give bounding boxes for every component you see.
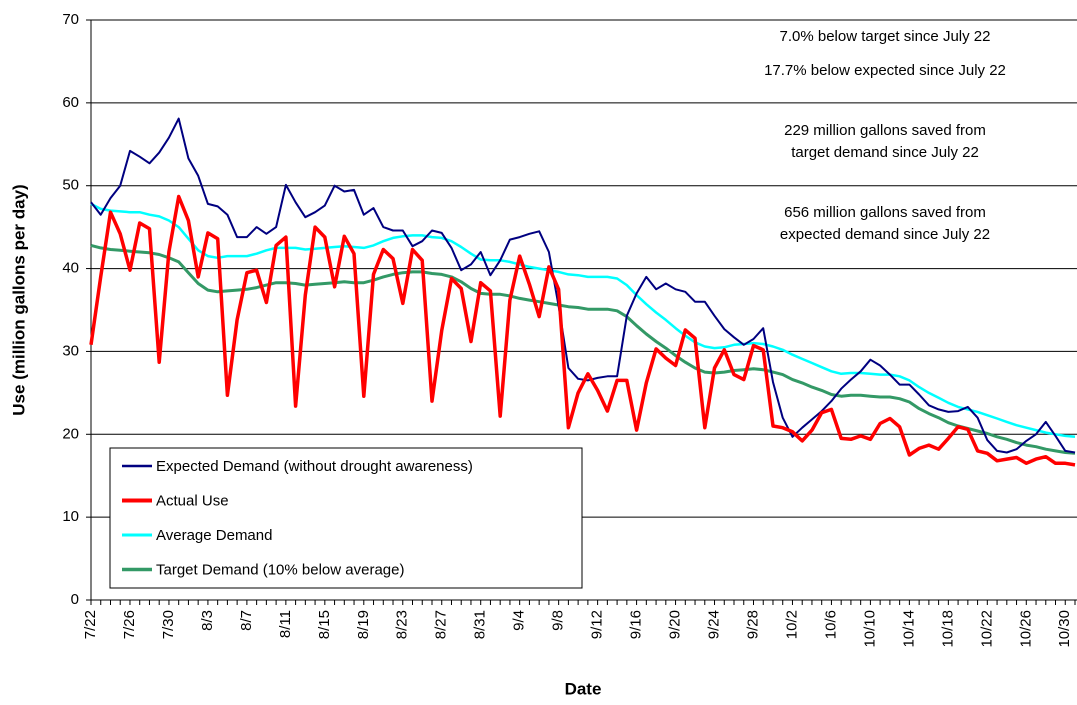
y-tick-label: 0 <box>71 591 79 608</box>
x-tick-label: 10/22 <box>978 610 995 648</box>
x-tick-label: 9/28 <box>744 610 761 639</box>
legend-label: Average Demand <box>156 527 272 544</box>
x-tick-label: 9/20 <box>667 610 684 639</box>
x-tick-label: 8/31 <box>472 610 489 639</box>
annotation: 7.0% below target since July 22 <box>780 28 991 45</box>
x-tick-label: 10/30 <box>1056 610 1073 648</box>
legend-label: Actual Use <box>156 492 229 509</box>
x-tick-label: 8/27 <box>433 610 450 639</box>
x-tick-label: 8/23 <box>394 610 411 639</box>
x-tick-label: 10/6 <box>822 610 839 639</box>
x-tick-label: 8/3 <box>199 610 216 631</box>
x-tick-label: 7/26 <box>121 610 138 639</box>
y-axis-title: Use (million gallons per day) <box>9 184 28 415</box>
annotation: 17.7% below expected since July 22 <box>764 62 1006 79</box>
legend-label: Expected Demand (without drought awarene… <box>156 458 473 475</box>
y-tick-label: 30 <box>62 342 79 359</box>
legend-label: Target Demand (10% below average) <box>156 561 404 578</box>
x-axis-title: Date <box>565 679 602 698</box>
x-tick-label: 10/14 <box>900 610 917 648</box>
y-tick-label: 50 <box>62 177 79 194</box>
y-tick-label: 20 <box>62 425 79 442</box>
annotation: target demand since July 22 <box>791 144 979 161</box>
x-tick-label: 7/22 <box>82 610 99 639</box>
y-tick-label: 40 <box>62 260 79 277</box>
y-tick-label: 10 <box>62 508 79 525</box>
x-tick-label: 8/19 <box>355 610 372 639</box>
x-tick-label: 9/4 <box>511 610 528 631</box>
x-tick-label: 9/16 <box>628 610 645 639</box>
annotation: 656 million gallons saved from <box>784 204 986 221</box>
x-tick-label: 10/26 <box>1017 610 1034 648</box>
series-line <box>90 202 1076 439</box>
x-tick-label: 10/2 <box>783 610 800 639</box>
x-tick-label: 9/12 <box>589 610 606 639</box>
y-tick-label: 60 <box>62 94 79 111</box>
annotation: expected demand since July 22 <box>780 226 990 243</box>
y-tick-label: 70 <box>62 11 79 28</box>
series-line <box>89 194 1076 467</box>
x-tick-label: 10/10 <box>861 610 878 648</box>
x-tick-label: 7/30 <box>160 610 177 639</box>
x-tick-label: 8/7 <box>238 610 255 631</box>
legend-box <box>109 447 583 589</box>
x-tick-label: 9/24 <box>705 610 722 639</box>
series-line <box>90 243 1076 455</box>
x-tick-label: 8/11 <box>277 610 294 638</box>
x-tick-label: 8/15 <box>316 610 333 639</box>
x-tick-label: 10/18 <box>939 610 956 648</box>
x-tick-label: 9/8 <box>550 610 567 631</box>
annotation: 229 million gallons saved from <box>784 122 986 139</box>
